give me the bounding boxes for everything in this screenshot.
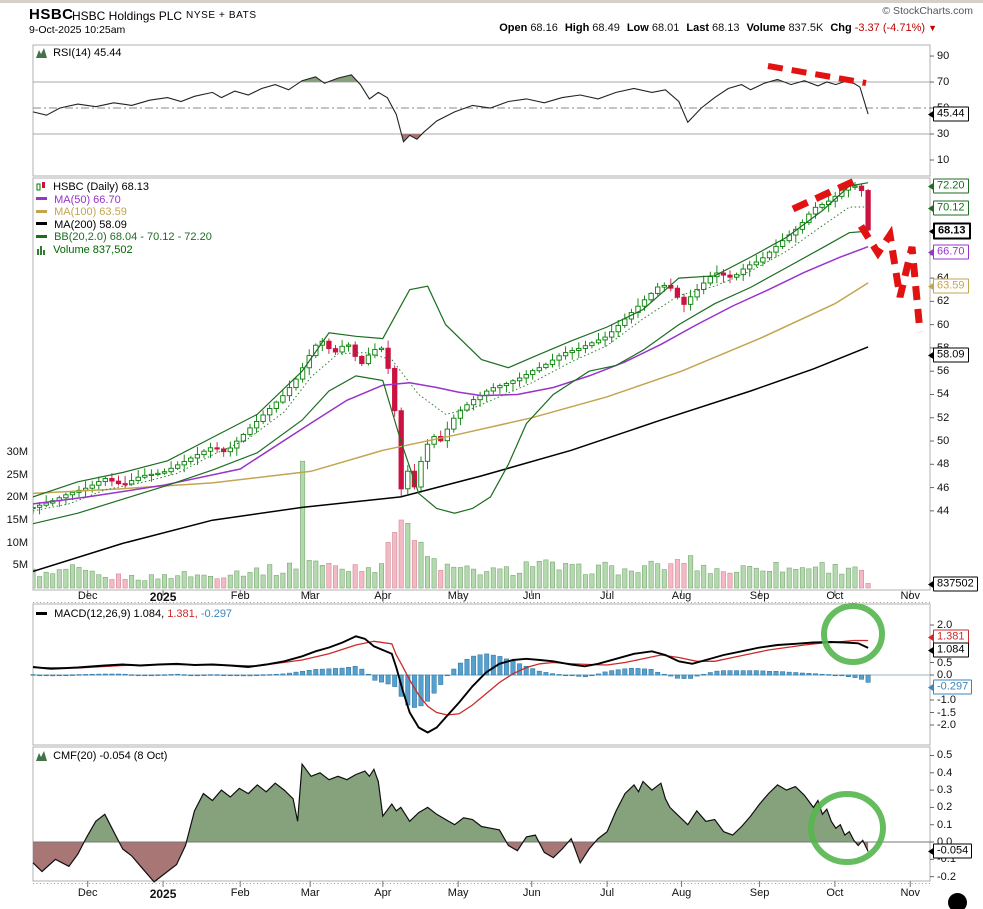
bb-legend: BB(20,2.0) 68.04 - 70.12 - 72.20 bbox=[54, 231, 212, 243]
chart-datetime: 9-Oct-2025 10:25am bbox=[29, 24, 126, 36]
ma50-legend: MA(50) 66.70 bbox=[54, 193, 121, 206]
volume-label: Volume bbox=[746, 22, 786, 34]
last-label: Last bbox=[686, 22, 709, 34]
ticker-symbol: HSBC bbox=[29, 6, 74, 23]
quote-summary: Open 68.16 High 68.49 Low 68.01 Last 68.13 Volum… bbox=[499, 22, 937, 34]
high-value: 68.49 bbox=[592, 22, 620, 34]
high-label: High bbox=[564, 22, 590, 34]
ma200-legend: MA(200) 58.09 bbox=[54, 218, 127, 231]
open-value: 68.16 bbox=[530, 22, 558, 34]
ma50-swatch-icon bbox=[36, 197, 47, 201]
price-legend: HSBC (Daily) 68.13 MA(50) 66.70 MA(100) … bbox=[36, 181, 212, 256]
exchange-label: NYSE + BATS bbox=[186, 10, 257, 21]
chg-dropdown-icon[interactable]: ▼ bbox=[928, 23, 937, 33]
volume-bars-icon bbox=[36, 245, 47, 259]
macd-hist-value: -0.297 bbox=[200, 608, 233, 620]
area-indicator-icon bbox=[36, 47, 47, 62]
ma100-swatch-icon bbox=[36, 209, 47, 213]
rsi-legend-label: RSI(14) 45.44 bbox=[53, 47, 122, 59]
dot-artifact bbox=[948, 893, 967, 909]
macd-swatch-icon bbox=[36, 611, 47, 615]
window-top-strip bbox=[0, 0, 983, 3]
area-indicator-icon bbox=[36, 750, 47, 765]
macd-legend: MACD(12,26,9) 1.084, 1.381, -0.297 bbox=[36, 608, 232, 621]
chg-label: Chg bbox=[830, 22, 852, 34]
bb-swatch-icon bbox=[36, 234, 47, 238]
macd-signal-value: 1.381, bbox=[167, 608, 198, 620]
open-label: Open bbox=[499, 22, 528, 34]
low-value: 68.01 bbox=[651, 22, 680, 34]
cmf-legend-label: CMF(20) -0.054 (8 Oct) bbox=[53, 750, 168, 762]
company-name: HSBC Holdings PLC bbox=[72, 9, 183, 23]
candlestick-icon bbox=[36, 181, 47, 196]
last-value: 68.13 bbox=[711, 22, 740, 34]
ma100-legend: MA(100) 63.59 bbox=[54, 206, 127, 218]
rsi-legend: RSI(14) 45.44 bbox=[36, 47, 122, 62]
volume-value: 837.5K bbox=[788, 22, 824, 34]
copyright: © StockCharts.com bbox=[882, 5, 973, 17]
macd-value: 1.084, bbox=[133, 608, 165, 620]
cmf-legend: CMF(20) -0.054 (8 Oct) bbox=[36, 750, 167, 765]
price-legend-title: HSBC (Daily) 68.13 bbox=[53, 181, 150, 193]
macd-legend-name: MACD(12,26,9) bbox=[54, 608, 131, 620]
volume-legend: Volume 837,502 bbox=[53, 243, 133, 256]
chg-value: -3.37 (-4.71%) bbox=[854, 22, 926, 34]
ma200-swatch-icon bbox=[36, 222, 47, 226]
low-label: Low bbox=[626, 22, 649, 34]
